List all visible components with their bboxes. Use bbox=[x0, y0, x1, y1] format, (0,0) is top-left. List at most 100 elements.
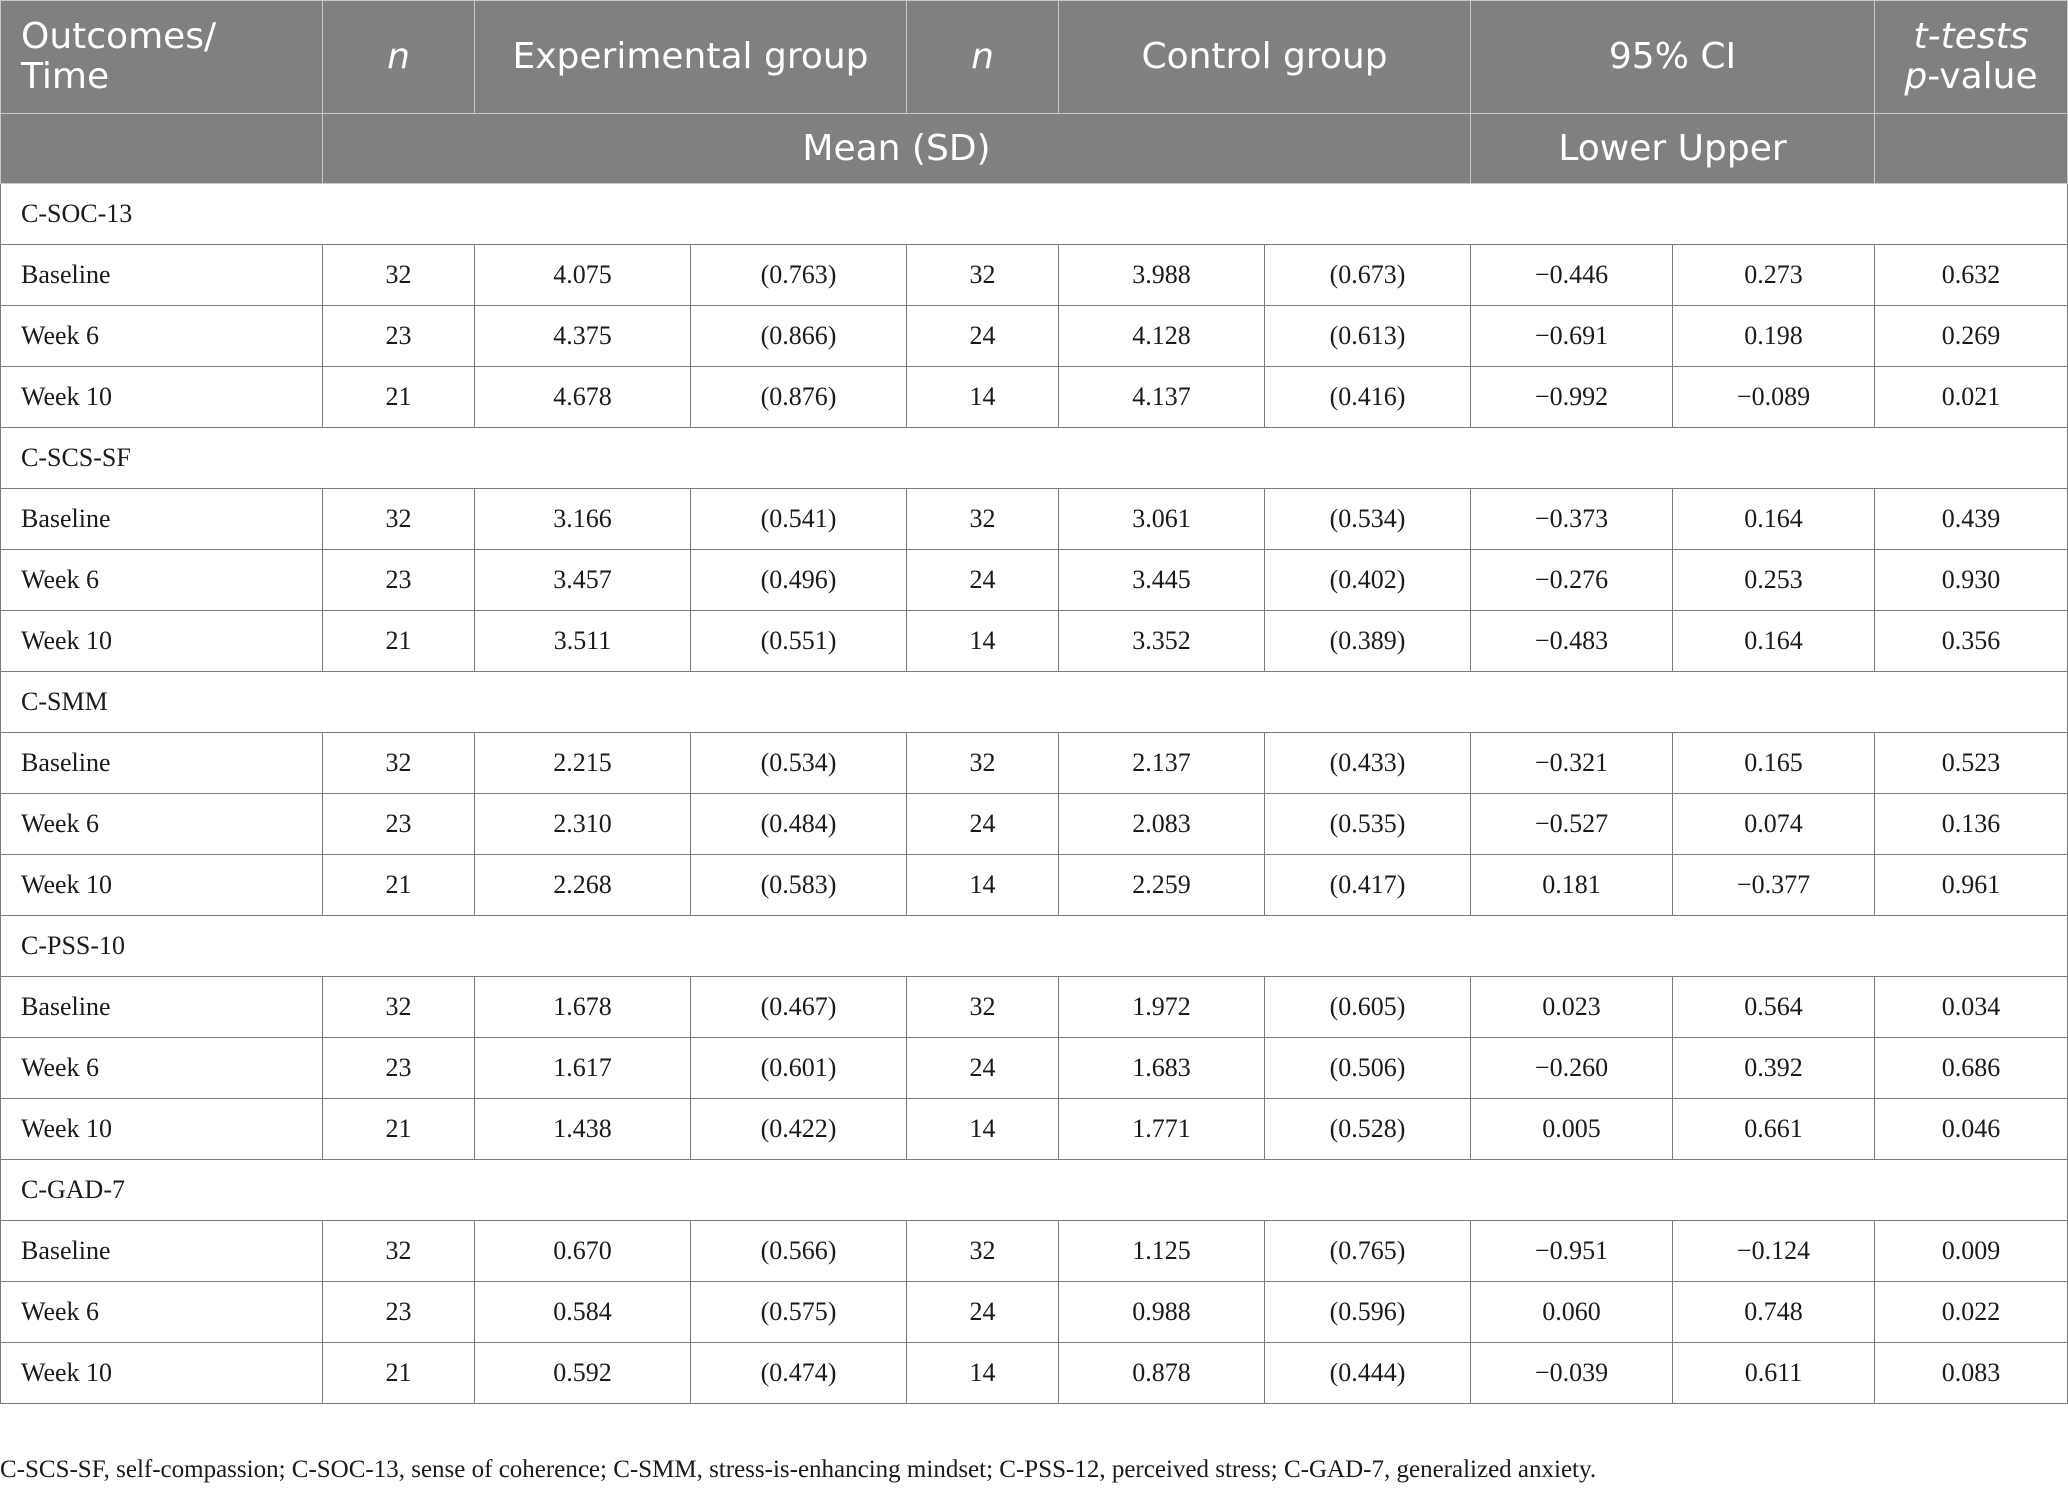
table-row: Baseline 32 1.678 (0.467) 32 1.972 (0.605) 0.02… bbox=[0, 976, 2068, 1038]
cell-control-mean: 3.445 bbox=[1058, 549, 1265, 611]
cell-experimental-sd: (0.422) bbox=[690, 1098, 907, 1160]
cell-n-control: 14 bbox=[906, 854, 1059, 916]
cell-time: Week 10 bbox=[0, 1342, 323, 1404]
cell-ci-lower: −0.260 bbox=[1470, 1037, 1674, 1099]
cell-p-value: 0.269 bbox=[1874, 305, 2068, 367]
cell-p-value: 0.356 bbox=[1874, 610, 2068, 672]
cell-ci-upper: −0.377 bbox=[1672, 854, 1876, 916]
cell-control-mean: 4.137 bbox=[1058, 366, 1265, 428]
cell-experimental-mean: 4.678 bbox=[474, 366, 691, 428]
cell-control-sd: (0.389) bbox=[1263, 610, 1472, 672]
cell-experimental-sd: (0.496) bbox=[690, 549, 907, 611]
cell-ci-upper: −0.089 bbox=[1672, 366, 1876, 428]
header-experimental-group: Experimental group bbox=[474, 0, 907, 114]
cell-experimental-mean: 3.457 bbox=[474, 549, 691, 611]
cell-n-control: 14 bbox=[906, 1098, 1059, 1160]
cell-experimental-mean: 2.215 bbox=[474, 732, 691, 794]
header-lower-upper: Lower Upper bbox=[1470, 113, 1876, 184]
cell-control-mean: 1.683 bbox=[1058, 1037, 1265, 1099]
cell-ci-lower: −0.992 bbox=[1470, 366, 1674, 428]
group-label: C-GAD-7 bbox=[0, 1159, 2068, 1221]
cell-experimental-sd: (0.534) bbox=[690, 732, 907, 794]
header-n-experimental: n bbox=[322, 0, 475, 114]
cell-ci-lower: −0.527 bbox=[1470, 793, 1674, 855]
cell-n-experimental: 21 bbox=[322, 610, 475, 672]
table-header: Outcomes/ Time n Experimental group n Co… bbox=[0, 0, 2068, 184]
header-control-group: Control group bbox=[1057, 0, 1472, 114]
cell-ci-lower: −0.483 bbox=[1470, 610, 1674, 672]
cell-time: Baseline bbox=[0, 1220, 323, 1282]
cell-n-experimental: 23 bbox=[322, 1037, 475, 1099]
header-p-rest: -value bbox=[1927, 56, 2038, 97]
cell-n-experimental: 21 bbox=[322, 854, 475, 916]
cell-experimental-mean: 0.592 bbox=[474, 1342, 691, 1404]
group-row: C-SMM bbox=[0, 671, 2068, 733]
cell-n-control: 24 bbox=[906, 793, 1059, 855]
cell-p-value: 0.136 bbox=[1874, 793, 2068, 855]
cell-ci-lower: −0.691 bbox=[1470, 305, 1674, 367]
cell-ci-lower: 0.181 bbox=[1470, 854, 1674, 916]
cell-n-experimental: 21 bbox=[322, 1342, 475, 1404]
header-sub-empty-2 bbox=[1874, 113, 2068, 184]
table-body: C-SOC-13 Baseline 32 4.075 (0.763) 32 3.988 (0.… bbox=[0, 183, 2068, 1404]
table-row: Week 10 21 2.268 (0.583) 14 2.259 (0.417) 0.181… bbox=[0, 854, 2068, 916]
header-n-experimental-text: n bbox=[387, 36, 410, 77]
cell-n-control: 32 bbox=[906, 244, 1059, 306]
table-row: Baseline 32 0.670 (0.566) 32 1.125 (0.765) −0.9… bbox=[0, 1220, 2068, 1282]
cell-control-sd: (0.506) bbox=[1263, 1037, 1472, 1099]
cell-experimental-sd: (0.474) bbox=[690, 1342, 907, 1404]
cell-ci-lower: 0.023 bbox=[1470, 976, 1674, 1038]
cell-experimental-sd: (0.763) bbox=[690, 244, 907, 306]
cell-experimental-mean: 2.268 bbox=[474, 854, 691, 916]
cell-control-sd: (0.765) bbox=[1263, 1220, 1472, 1282]
cell-time: Baseline bbox=[0, 732, 323, 794]
cell-control-mean: 2.137 bbox=[1058, 732, 1265, 794]
cell-control-sd: (0.534) bbox=[1263, 488, 1472, 550]
cell-control-sd: (0.433) bbox=[1263, 732, 1472, 794]
cell-control-mean: 3.352 bbox=[1058, 610, 1265, 672]
group-label: C-SMM bbox=[0, 671, 2068, 733]
header-row-sub: Mean (SD) Lower Upper bbox=[0, 113, 2068, 184]
header-t-tests-text: t-tests bbox=[1913, 16, 2029, 57]
cell-time: Week 10 bbox=[0, 610, 323, 672]
cell-p-value: 0.021 bbox=[1874, 366, 2068, 428]
cell-experimental-sd: (0.583) bbox=[690, 854, 907, 916]
cell-ci-upper: 0.074 bbox=[1672, 793, 1876, 855]
cell-control-mean: 4.128 bbox=[1058, 305, 1265, 367]
cell-experimental-mean: 1.438 bbox=[474, 1098, 691, 1160]
cell-time: Week 6 bbox=[0, 793, 323, 855]
cell-control-mean: 3.061 bbox=[1058, 488, 1265, 550]
header-n-control-text: n bbox=[971, 36, 994, 77]
results-table: Outcomes/ Time n Experimental group n Co… bbox=[0, 0, 2068, 1404]
group-row: C-GAD-7 bbox=[0, 1159, 2068, 1221]
cell-p-value: 0.439 bbox=[1874, 488, 2068, 550]
cell-p-value: 0.034 bbox=[1874, 976, 2068, 1038]
table-row: Week 6 23 1.617 (0.601) 24 1.683 (0.506) −0.260… bbox=[0, 1037, 2068, 1099]
table-row: Week 6 23 3.457 (0.496) 24 3.445 (0.402) −0.276… bbox=[0, 549, 2068, 611]
cell-experimental-sd: (0.601) bbox=[690, 1037, 907, 1099]
cell-time: Baseline bbox=[0, 488, 323, 550]
cell-n-control: 32 bbox=[906, 976, 1059, 1038]
cell-n-experimental: 32 bbox=[322, 488, 475, 550]
cell-control-mean: 2.083 bbox=[1058, 793, 1265, 855]
cell-experimental-mean: 4.075 bbox=[474, 244, 691, 306]
cell-experimental-mean: 1.617 bbox=[474, 1037, 691, 1099]
cell-p-value: 0.523 bbox=[1874, 732, 2068, 794]
cell-ci-upper: 0.164 bbox=[1672, 488, 1876, 550]
cell-ci-lower: −0.446 bbox=[1470, 244, 1674, 306]
group-label: C-PSS-10 bbox=[0, 915, 2068, 977]
header-mean-sd: Mean (SD) bbox=[321, 113, 1472, 184]
cell-ci-lower: −0.276 bbox=[1470, 549, 1674, 611]
cell-time: Week 6 bbox=[0, 1281, 323, 1343]
cell-n-control: 14 bbox=[906, 610, 1059, 672]
cell-n-control: 24 bbox=[906, 1037, 1059, 1099]
cell-control-sd: (0.673) bbox=[1263, 244, 1472, 306]
cell-p-value: 0.632 bbox=[1874, 244, 2068, 306]
cell-n-control: 24 bbox=[906, 549, 1059, 611]
cell-experimental-mean: 2.310 bbox=[474, 793, 691, 855]
table-row: Week 6 23 2.310 (0.484) 24 2.083 (0.535) −0.527… bbox=[0, 793, 2068, 855]
header-sub-empty-1 bbox=[0, 113, 323, 184]
cell-n-experimental: 32 bbox=[322, 1220, 475, 1282]
cell-control-sd: (0.596) bbox=[1263, 1281, 1472, 1343]
cell-ci-upper: 0.198 bbox=[1672, 305, 1876, 367]
